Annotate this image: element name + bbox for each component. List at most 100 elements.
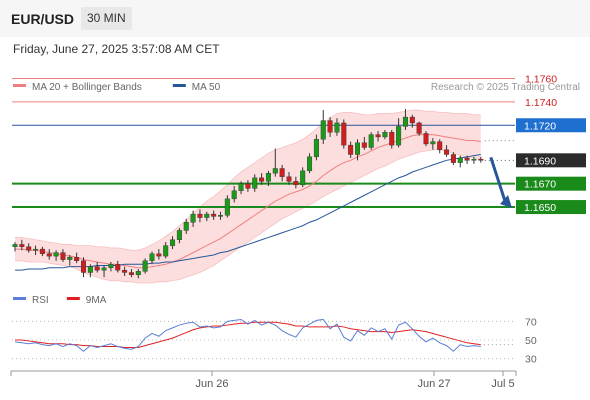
- candle-body: [430, 141, 436, 145]
- candle-body: [108, 264, 114, 269]
- candle-body: [252, 177, 258, 189]
- candle-body: [67, 257, 73, 260]
- candle-body: [355, 142, 361, 155]
- candle-body: [224, 198, 230, 216]
- candle-body: [94, 266, 100, 271]
- candle-body: [80, 260, 86, 273]
- bollinger-band-fill: [15, 110, 481, 283]
- candle-body: [170, 239, 176, 246]
- candle-body: [101, 267, 107, 271]
- candle-body: [423, 133, 429, 145]
- candle-body: [33, 248, 39, 251]
- candle-body: [197, 213, 203, 218]
- candle-body: [259, 177, 265, 182]
- candle-body: [128, 272, 134, 276]
- candle-body: [183, 222, 189, 231]
- forecast-arrow-head: [500, 195, 512, 209]
- candle-body: [115, 264, 121, 271]
- rsi-legend-swatch-0: [13, 297, 26, 300]
- candle-body: [375, 134, 381, 138]
- x-tick-label-2: Jul 5: [491, 378, 514, 390]
- candle-body: [471, 158, 477, 161]
- level-badge-5: [516, 200, 586, 215]
- rsi-line: [14, 318, 481, 352]
- candle-body: [26, 246, 32, 251]
- datetime-label: Friday, June 27, 2025 3:57:08 AM CET: [13, 42, 220, 56]
- candle-body: [156, 253, 162, 257]
- candle-body: [450, 154, 456, 163]
- candle-body: [53, 252, 59, 257]
- level-badge-2: [516, 118, 586, 133]
- candle-body: [272, 168, 278, 174]
- legend-swatch-1: [172, 84, 186, 87]
- level-label-4: 1.1670: [524, 179, 556, 191]
- candle-body: [60, 252, 66, 260]
- candle-body: [437, 141, 443, 150]
- level-badge-current: [516, 153, 586, 168]
- ma50-line: [15, 153, 481, 271]
- candle-body: [361, 142, 367, 148]
- candle-body: [74, 257, 80, 262]
- candle-body: [334, 122, 340, 133]
- candle-body: [396, 126, 402, 146]
- candle-body: [265, 172, 271, 182]
- candle-body: [163, 245, 169, 257]
- rsi-legend-swatch-1: [66, 297, 80, 300]
- candle-body: [286, 176, 292, 182]
- forecast-arrow-shaft: [489, 156, 507, 202]
- candle-body: [122, 269, 128, 273]
- candle-body: [279, 168, 285, 177]
- legend-label-1: MA 50: [192, 82, 221, 93]
- candle-body: [231, 190, 237, 200]
- rsi-9ma-line: [15, 321, 481, 348]
- level-label-2: 1.1720: [524, 120, 556, 132]
- level-badge-4: [516, 176, 586, 191]
- candle-body: [416, 122, 422, 134]
- watermark: Research © 2025 Trading Central: [431, 82, 580, 93]
- legend-label-0: MA 20 + Bollinger Bands: [32, 82, 142, 93]
- candle-body: [368, 134, 374, 148]
- ma20-line: [15, 134, 481, 269]
- candle-body: [389, 132, 395, 146]
- x-tick-label-1: Jun 27: [417, 378, 450, 390]
- candle-body: [245, 183, 251, 189]
- candle-body: [149, 253, 155, 262]
- rsi-legend-label-1: 9MA: [86, 295, 107, 306]
- symbol-label: EUR/USD: [11, 11, 75, 27]
- rsi-tick-30: 30: [525, 354, 537, 366]
- candle-body: [464, 157, 470, 161]
- bollinger-lower-line: [15, 149, 481, 284]
- candle-body: [293, 181, 299, 186]
- candle-body: [238, 183, 244, 191]
- timeframe-button[interactable]: 30 MIN: [81, 7, 132, 30]
- candle-body: [46, 253, 52, 257]
- candle-body: [87, 266, 93, 273]
- rsi-tick-50: 50: [525, 335, 537, 347]
- candle-body: [409, 116, 415, 124]
- candle-body: [307, 156, 313, 172]
- candle-body: [39, 248, 45, 254]
- candle-body: [211, 213, 217, 217]
- level-label-5: 1.1650: [524, 202, 556, 214]
- candle-body: [402, 116, 408, 127]
- candle-body: [457, 157, 463, 163]
- legend-swatch-0: [13, 84, 26, 87]
- rsi-tick-70: 70: [525, 316, 537, 328]
- candle-body: [348, 144, 354, 155]
- rsi-legend-label-0: RSI: [32, 295, 49, 306]
- candle-body: [341, 122, 347, 146]
- candle-body: [320, 120, 326, 140]
- candle-body: [19, 244, 25, 247]
- level-label-1: 1.1740: [525, 97, 557, 109]
- level-label-current: 1.1690: [524, 155, 556, 167]
- bollinger-upper-line: [15, 109, 481, 251]
- candle-body: [313, 139, 319, 158]
- candle-body: [135, 271, 141, 276]
- candle-body: [382, 132, 388, 138]
- candle-body: [444, 149, 450, 155]
- candle-body: [217, 215, 223, 217]
- candle-body: [176, 230, 182, 240]
- candle-body: [204, 213, 210, 218]
- candle-body: [478, 158, 484, 161]
